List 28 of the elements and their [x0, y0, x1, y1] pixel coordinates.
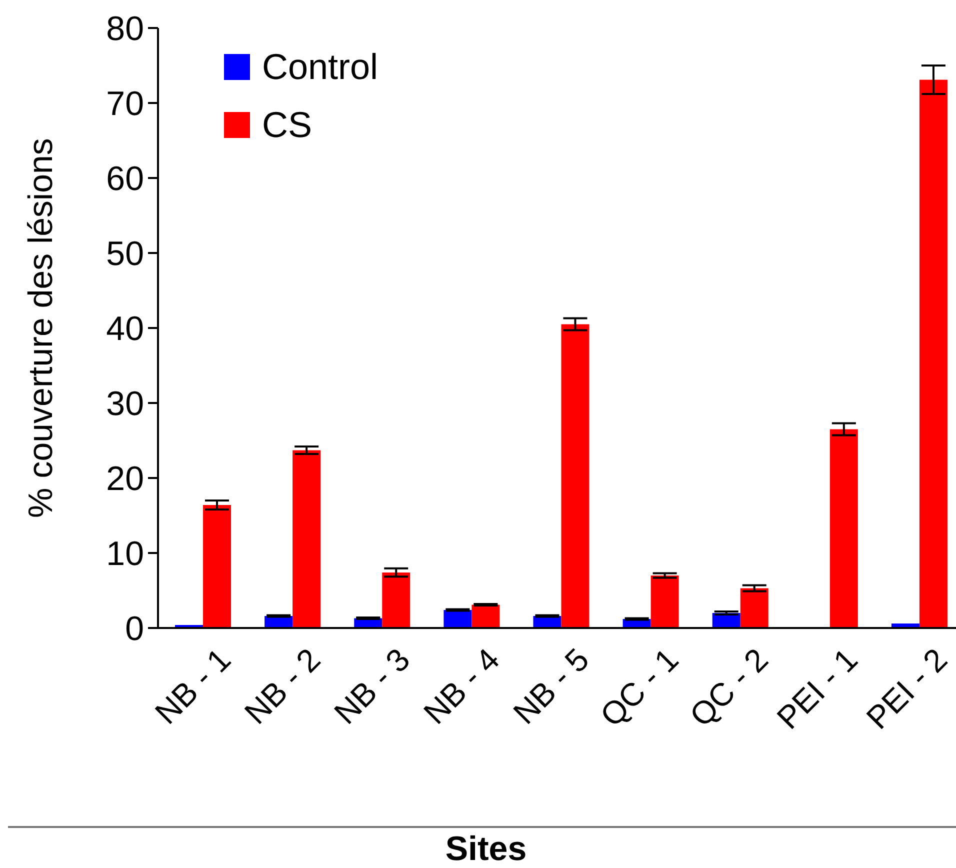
bar	[472, 604, 500, 628]
x-tick-label: NB - 5	[506, 641, 596, 731]
x-tick-label: NB - 1	[148, 641, 238, 731]
y-tick-label: 30	[106, 385, 144, 424]
y-axis-title: % couverture des lésions	[22, 138, 60, 518]
x-tick-label: NB - 2	[238, 641, 328, 731]
bar	[561, 324, 590, 628]
bar	[830, 429, 858, 628]
y-tick-label: 60	[106, 160, 144, 198]
legend-label: CS	[262, 103, 312, 147]
x-tick-label: NB - 4	[416, 641, 506, 731]
bar	[203, 505, 232, 628]
y-tick-label: 50	[106, 235, 144, 274]
y-tick-label: 80	[106, 10, 144, 48]
bar	[919, 80, 948, 628]
x-tick-label: QC - 1	[593, 641, 686, 734]
bar	[650, 576, 679, 628]
x-axis-title: Sites	[444, 830, 528, 868]
y-tick-label: 0	[125, 610, 144, 648]
bar	[382, 572, 410, 628]
y-tick-label: 20	[106, 460, 144, 498]
y-tick-label: 10	[106, 535, 144, 574]
bar	[292, 450, 321, 628]
bar	[740, 588, 768, 628]
x-tick-label: NB - 3	[327, 641, 417, 731]
legend-label: Control	[262, 45, 378, 89]
y-tick-label: 70	[106, 85, 144, 124]
y-tick-label: 40	[106, 310, 144, 348]
